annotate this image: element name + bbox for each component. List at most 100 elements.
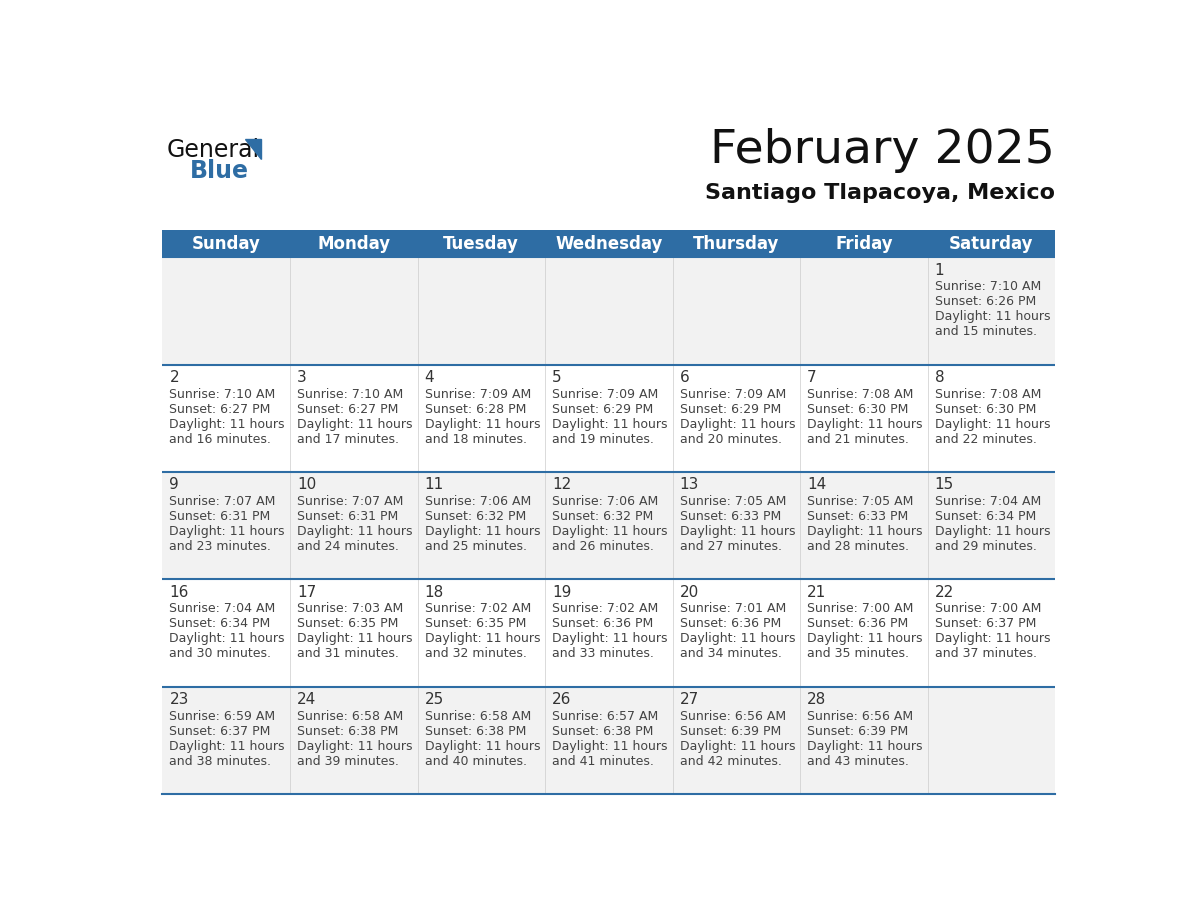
Text: and 20 minutes.: and 20 minutes. <box>680 432 782 446</box>
Text: 19: 19 <box>552 585 571 599</box>
Text: and 24 minutes.: and 24 minutes. <box>297 540 399 553</box>
Bar <box>163 257 1055 364</box>
Text: Daylight: 11 hours: Daylight: 11 hours <box>552 525 668 538</box>
Text: Sunset: 6:32 PM: Sunset: 6:32 PM <box>552 510 653 523</box>
Text: 4: 4 <box>424 370 434 385</box>
Text: Sunset: 6:29 PM: Sunset: 6:29 PM <box>552 403 653 416</box>
Text: Sunrise: 7:06 AM: Sunrise: 7:06 AM <box>552 495 658 508</box>
Text: Sunset: 6:39 PM: Sunset: 6:39 PM <box>807 724 909 738</box>
Text: 17: 17 <box>297 585 316 599</box>
Text: 10: 10 <box>297 477 316 492</box>
Text: Daylight: 11 hours: Daylight: 11 hours <box>424 740 541 753</box>
Text: Daylight: 11 hours: Daylight: 11 hours <box>424 525 541 538</box>
Text: and 40 minutes.: and 40 minutes. <box>424 755 526 767</box>
Text: Sunrise: 7:03 AM: Sunrise: 7:03 AM <box>297 602 403 615</box>
Text: Daylight: 11 hours: Daylight: 11 hours <box>297 740 412 753</box>
Text: Daylight: 11 hours: Daylight: 11 hours <box>807 525 923 538</box>
Text: and 31 minutes.: and 31 minutes. <box>297 647 399 660</box>
Text: Sunrise: 6:59 AM: Sunrise: 6:59 AM <box>170 710 276 722</box>
Text: Daylight: 11 hours: Daylight: 11 hours <box>680 418 795 431</box>
Text: 12: 12 <box>552 477 571 492</box>
Bar <box>163 579 1055 687</box>
Text: Daylight: 11 hours: Daylight: 11 hours <box>170 418 285 431</box>
Text: 15: 15 <box>935 477 954 492</box>
Text: Sunrise: 6:58 AM: Sunrise: 6:58 AM <box>297 710 403 722</box>
Text: Daylight: 11 hours: Daylight: 11 hours <box>935 525 1050 538</box>
Text: and 43 minutes.: and 43 minutes. <box>807 755 909 767</box>
Text: Daylight: 11 hours: Daylight: 11 hours <box>170 633 285 645</box>
Text: Sunset: 6:36 PM: Sunset: 6:36 PM <box>552 618 653 631</box>
Text: 18: 18 <box>424 585 444 599</box>
Text: and 27 minutes.: and 27 minutes. <box>680 540 782 553</box>
Text: 5: 5 <box>552 370 562 385</box>
Text: Sunset: 6:38 PM: Sunset: 6:38 PM <box>424 724 526 738</box>
Text: Sunrise: 7:00 AM: Sunrise: 7:00 AM <box>935 602 1041 615</box>
Text: Sunset: 6:29 PM: Sunset: 6:29 PM <box>680 403 781 416</box>
Text: Sunset: 6:31 PM: Sunset: 6:31 PM <box>170 510 271 523</box>
Text: Sunrise: 7:05 AM: Sunrise: 7:05 AM <box>807 495 914 508</box>
Text: Sunset: 6:35 PM: Sunset: 6:35 PM <box>424 618 526 631</box>
Text: and 41 minutes.: and 41 minutes. <box>552 755 653 767</box>
Text: 16: 16 <box>170 585 189 599</box>
Text: Daylight: 11 hours: Daylight: 11 hours <box>552 633 668 645</box>
Text: Sunrise: 7:10 AM: Sunrise: 7:10 AM <box>297 387 403 400</box>
Text: Sunrise: 7:08 AM: Sunrise: 7:08 AM <box>935 387 1041 400</box>
Text: Sunrise: 7:04 AM: Sunrise: 7:04 AM <box>170 602 276 615</box>
Text: Sunrise: 7:06 AM: Sunrise: 7:06 AM <box>424 495 531 508</box>
Text: Sunset: 6:31 PM: Sunset: 6:31 PM <box>297 510 398 523</box>
Text: Sunset: 6:26 PM: Sunset: 6:26 PM <box>935 296 1036 308</box>
Bar <box>163 687 1055 794</box>
Text: and 16 minutes.: and 16 minutes. <box>170 432 271 446</box>
Text: and 19 minutes.: and 19 minutes. <box>552 432 653 446</box>
Text: Sunset: 6:39 PM: Sunset: 6:39 PM <box>680 724 781 738</box>
Text: Sunrise: 6:56 AM: Sunrise: 6:56 AM <box>680 710 785 722</box>
Text: Daylight: 11 hours: Daylight: 11 hours <box>170 525 285 538</box>
Text: Sunday: Sunday <box>191 235 260 252</box>
Text: 14: 14 <box>807 477 827 492</box>
Text: Daylight: 11 hours: Daylight: 11 hours <box>552 418 668 431</box>
Text: Sunset: 6:36 PM: Sunset: 6:36 PM <box>680 618 781 631</box>
Bar <box>163 472 1055 579</box>
Text: Sunset: 6:30 PM: Sunset: 6:30 PM <box>935 403 1036 416</box>
Text: Daylight: 11 hours: Daylight: 11 hours <box>935 310 1050 323</box>
Text: Sunset: 6:27 PM: Sunset: 6:27 PM <box>170 403 271 416</box>
Text: 2: 2 <box>170 370 179 385</box>
Text: Tuesday: Tuesday <box>443 235 519 252</box>
Text: 23: 23 <box>170 692 189 707</box>
Text: February 2025: February 2025 <box>710 128 1055 173</box>
Text: and 23 minutes.: and 23 minutes. <box>170 540 271 553</box>
Text: 21: 21 <box>807 585 827 599</box>
Text: Daylight: 11 hours: Daylight: 11 hours <box>807 633 923 645</box>
Text: and 26 minutes.: and 26 minutes. <box>552 540 653 553</box>
Text: Sunset: 6:37 PM: Sunset: 6:37 PM <box>170 724 271 738</box>
Text: and 38 minutes.: and 38 minutes. <box>170 755 271 767</box>
Text: 13: 13 <box>680 477 699 492</box>
Text: and 18 minutes.: and 18 minutes. <box>424 432 526 446</box>
Text: Daylight: 11 hours: Daylight: 11 hours <box>424 633 541 645</box>
Text: Sunset: 6:33 PM: Sunset: 6:33 PM <box>680 510 781 523</box>
Bar <box>163 364 1055 472</box>
Text: and 25 minutes.: and 25 minutes. <box>424 540 526 553</box>
Text: Saturday: Saturday <box>949 235 1034 252</box>
Text: Sunrise: 6:58 AM: Sunrise: 6:58 AM <box>424 710 531 722</box>
Text: Sunset: 6:34 PM: Sunset: 6:34 PM <box>935 510 1036 523</box>
Text: 26: 26 <box>552 692 571 707</box>
Text: Sunrise: 7:09 AM: Sunrise: 7:09 AM <box>680 387 785 400</box>
Text: 25: 25 <box>424 692 444 707</box>
Text: Sunrise: 7:04 AM: Sunrise: 7:04 AM <box>935 495 1041 508</box>
Text: Sunrise: 6:57 AM: Sunrise: 6:57 AM <box>552 710 658 722</box>
Text: Sunrise: 7:10 AM: Sunrise: 7:10 AM <box>170 387 276 400</box>
Text: 8: 8 <box>935 370 944 385</box>
Text: Monday: Monday <box>317 235 391 252</box>
Text: Daylight: 11 hours: Daylight: 11 hours <box>935 418 1050 431</box>
Text: Sunrise: 7:00 AM: Sunrise: 7:00 AM <box>807 602 914 615</box>
Text: Daylight: 11 hours: Daylight: 11 hours <box>552 740 668 753</box>
Text: Sunrise: 7:01 AM: Sunrise: 7:01 AM <box>680 602 785 615</box>
Text: Daylight: 11 hours: Daylight: 11 hours <box>680 633 795 645</box>
Text: and 35 minutes.: and 35 minutes. <box>807 647 909 660</box>
Text: Blue: Blue <box>190 160 248 184</box>
Text: Sunset: 6:33 PM: Sunset: 6:33 PM <box>807 510 909 523</box>
Text: 1: 1 <box>935 263 944 277</box>
Bar <box>163 230 1055 257</box>
Text: Daylight: 11 hours: Daylight: 11 hours <box>424 418 541 431</box>
